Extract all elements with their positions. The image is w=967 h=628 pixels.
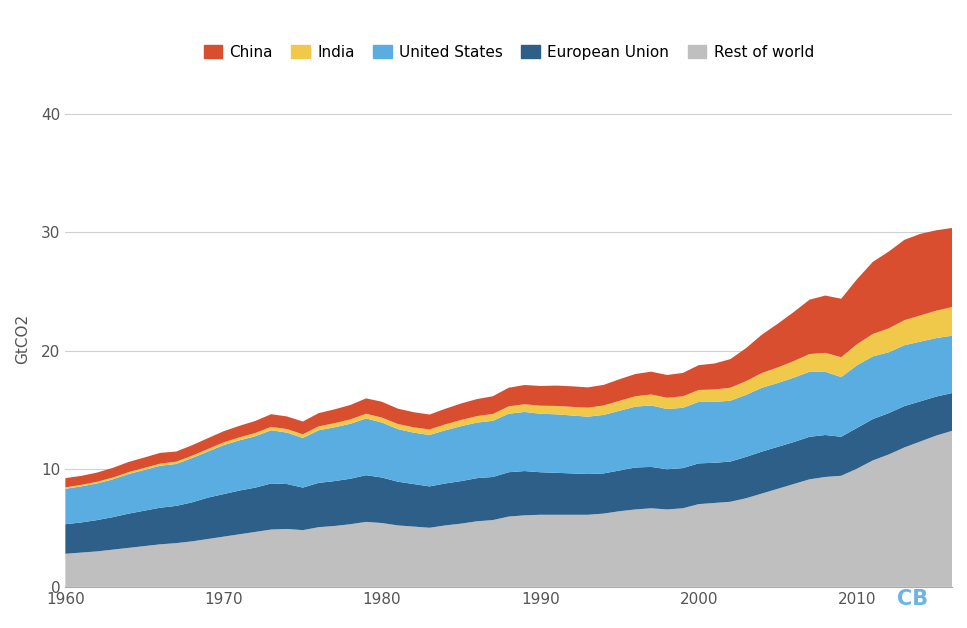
Y-axis label: GtCO2: GtCO2: [15, 313, 30, 364]
Legend: China, India, United States, European Union, Rest of world: China, India, United States, European Un…: [197, 38, 820, 66]
Text: CB: CB: [897, 589, 928, 609]
